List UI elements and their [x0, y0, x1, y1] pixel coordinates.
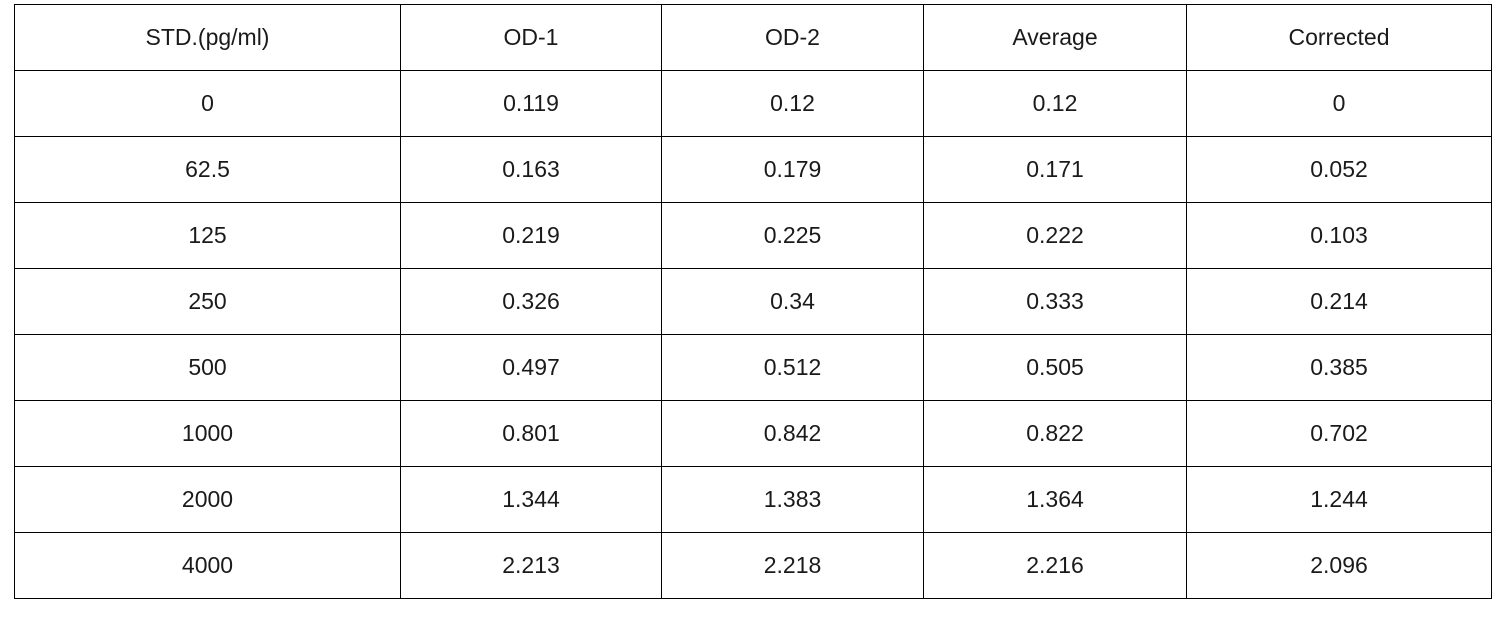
cell-corrected: 0.385 [1186, 334, 1492, 401]
cell-average: 0.171 [923, 136, 1187, 203]
cell-average: 1.364 [923, 466, 1187, 533]
cell-od-2: 0.512 [661, 334, 924, 401]
cell-od-1: 0.219 [400, 202, 662, 269]
cell-std: 125 [14, 202, 401, 269]
cell-average: 0.12 [923, 70, 1187, 137]
cell-std: 62.5 [14, 136, 401, 203]
cell-od-1: 0.163 [400, 136, 662, 203]
table-row: 250 0.326 0.34 0.333 0.214 [14, 268, 1492, 335]
cell-corrected: 0.702 [1186, 400, 1492, 467]
table-row: 4000 2.213 2.218 2.216 2.096 [14, 532, 1492, 599]
cell-od-1: 0.497 [400, 334, 662, 401]
table-row: 1000 0.801 0.842 0.822 0.702 [14, 400, 1492, 467]
cell-od-2: 2.218 [661, 532, 924, 599]
cell-average: 2.216 [923, 532, 1187, 599]
cell-od-1: 0.326 [400, 268, 662, 335]
cell-corrected: 0.052 [1186, 136, 1492, 203]
cell-corrected: 1.244 [1186, 466, 1492, 533]
header-od-1: OD-1 [400, 4, 662, 71]
cell-od-1: 1.344 [400, 466, 662, 533]
table-row: 0 0.119 0.12 0.12 0 [14, 70, 1492, 137]
cell-od-2: 0.12 [661, 70, 924, 137]
cell-od-2: 0.225 [661, 202, 924, 269]
cell-corrected: 0 [1186, 70, 1492, 137]
cell-corrected: 0.103 [1186, 202, 1492, 269]
cell-std: 2000 [14, 466, 401, 533]
cell-average: 0.505 [923, 334, 1187, 401]
cell-average: 0.822 [923, 400, 1187, 467]
cell-od-1: 2.213 [400, 532, 662, 599]
cell-std: 1000 [14, 400, 401, 467]
header-average: Average [923, 4, 1187, 71]
cell-average: 0.333 [923, 268, 1187, 335]
cell-std: 500 [14, 334, 401, 401]
cell-std: 0 [14, 70, 401, 137]
table-row: 62.5 0.163 0.179 0.171 0.052 [14, 136, 1492, 203]
cell-corrected: 0.214 [1186, 268, 1492, 335]
cell-od-1: 0.119 [400, 70, 662, 137]
header-std-concentration: STD.(pg/ml) [14, 4, 401, 71]
table-row: 125 0.219 0.225 0.222 0.103 [14, 202, 1492, 269]
cell-od-2: 0.34 [661, 268, 924, 335]
cell-od-1: 0.801 [400, 400, 662, 467]
table-row: 500 0.497 0.512 0.505 0.385 [14, 334, 1492, 401]
table-row: 2000 1.344 1.383 1.364 1.244 [14, 466, 1492, 533]
cell-corrected: 2.096 [1186, 532, 1492, 599]
standard-curve-table: STD.(pg/ml) OD-1 OD-2 Average Corrected … [14, 4, 1492, 599]
cell-std: 250 [14, 268, 401, 335]
table-header-row: STD.(pg/ml) OD-1 OD-2 Average Corrected [14, 4, 1492, 71]
header-od-2: OD-2 [661, 4, 924, 71]
cell-std: 4000 [14, 532, 401, 599]
cell-average: 0.222 [923, 202, 1187, 269]
cell-od-2: 0.179 [661, 136, 924, 203]
cell-od-2: 1.383 [661, 466, 924, 533]
cell-od-2: 0.842 [661, 400, 924, 467]
header-corrected: Corrected [1186, 4, 1492, 71]
